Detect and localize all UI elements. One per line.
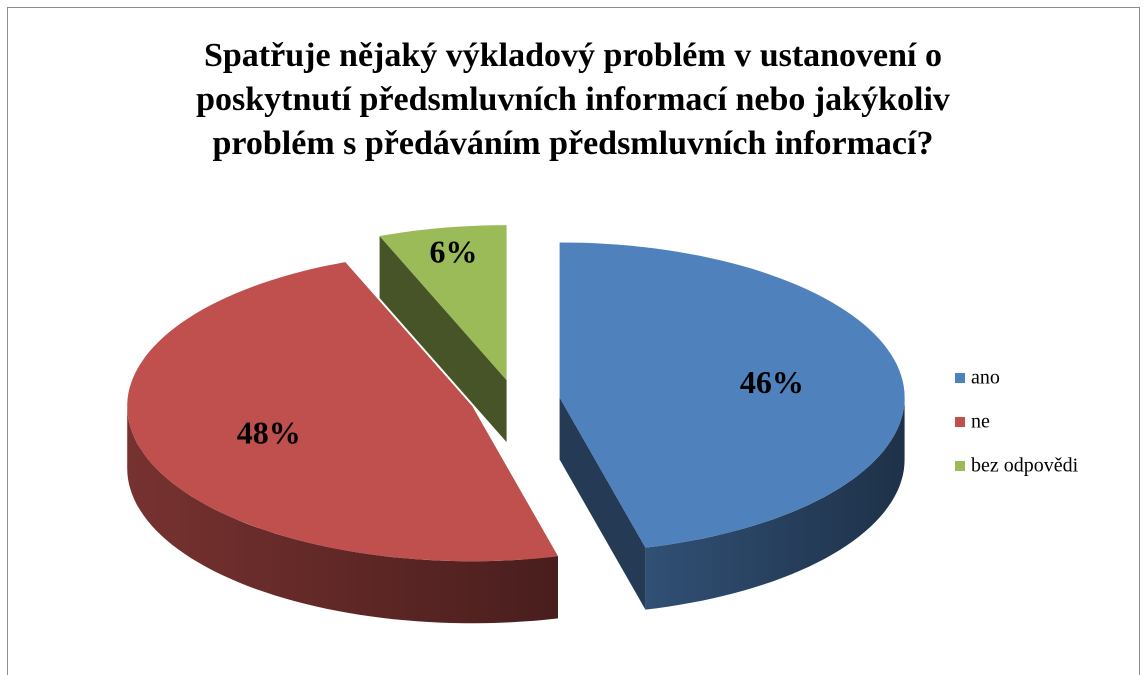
slice-top (559, 242, 905, 548)
legend-swatch (955, 417, 965, 427)
slice-wall (645, 397, 905, 610)
legend-label: ne (971, 411, 990, 433)
data-label: 46% (740, 364, 804, 400)
legend-label: ano (971, 367, 1000, 389)
slice-side (379, 236, 507, 443)
legend-swatch (955, 461, 965, 471)
slice (559, 242, 905, 610)
data-label: 6% (430, 234, 478, 270)
slice (379, 225, 507, 443)
slice-wall (127, 406, 558, 624)
slice-side (559, 397, 646, 610)
chart-frame (7, 7, 1140, 675)
slice (127, 262, 558, 624)
legend-swatch (955, 373, 965, 383)
slice-top (379, 225, 507, 381)
chart-title: Spatřuje nějaký výkladový problém v usta… (196, 37, 950, 162)
slice-top (127, 262, 558, 562)
legend-label: bez odpovědi (971, 455, 1079, 477)
data-label: 48% (237, 414, 301, 450)
